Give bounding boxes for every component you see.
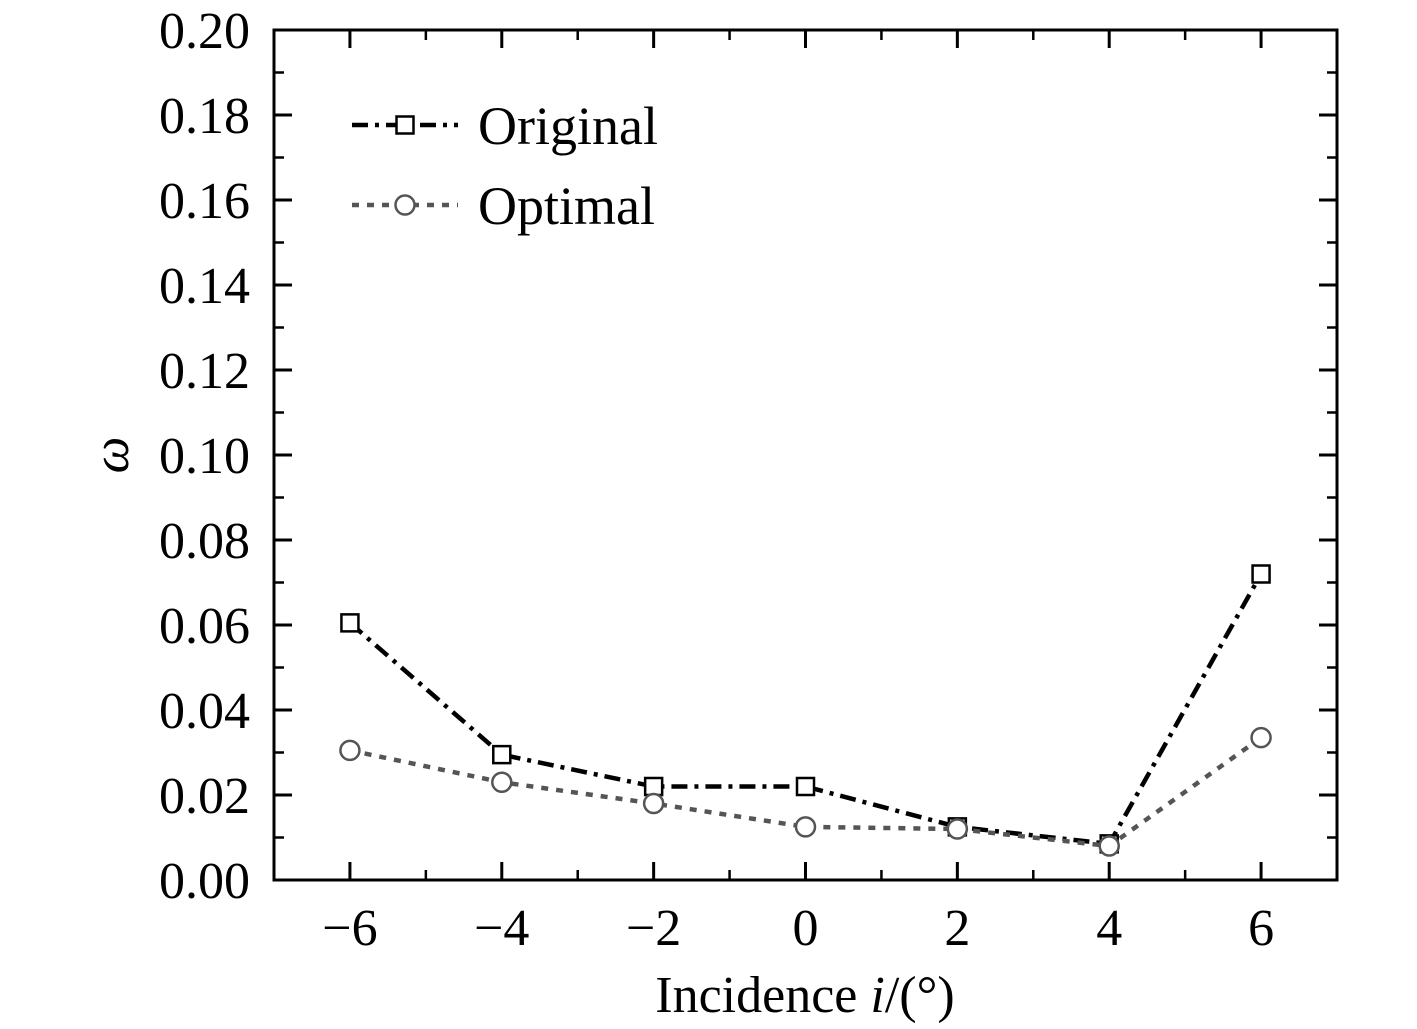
y-tick-label: 0.20 xyxy=(159,3,250,60)
x-axis-label: Incidence i/(°) xyxy=(655,967,954,1024)
y-tick-label: 0.10 xyxy=(159,428,250,485)
legend-marker-square xyxy=(395,115,415,135)
data-point-optimal xyxy=(1250,726,1272,749)
y-tick-label: 0.16 xyxy=(159,173,250,230)
minor-ticks xyxy=(274,30,1337,880)
data-point-original xyxy=(1251,564,1271,584)
legend-label-original: Original xyxy=(478,96,658,156)
x-axis-label-prefix: Incidence xyxy=(655,967,870,1024)
x-tick-label: −2 xyxy=(626,900,681,957)
data-point-optimal xyxy=(339,739,361,762)
x-tick-label: 0 xyxy=(793,900,819,957)
data-point-optimal xyxy=(1098,835,1120,857)
x-axis-label-suffix: /(°) xyxy=(885,967,955,1024)
y-tick-label: 0.14 xyxy=(159,258,250,315)
y-tick-label: 0.18 xyxy=(159,88,250,145)
x-tick-label: −4 xyxy=(474,900,529,957)
x-tick-label: −6 xyxy=(322,900,377,957)
data-point-optimal xyxy=(794,816,817,838)
x-tick-label: 4 xyxy=(1096,900,1122,957)
data-point-original xyxy=(795,776,816,797)
major-ticks xyxy=(274,28,1337,882)
series-original xyxy=(340,564,1271,854)
series-layer xyxy=(339,564,1272,857)
y-tick-label: 0.00 xyxy=(159,853,250,910)
x-tick-label: 2 xyxy=(944,900,970,957)
series-optimal xyxy=(339,726,1272,857)
legend-marker-circle xyxy=(394,194,416,216)
legend-label-optimal: Optimal xyxy=(478,176,655,236)
y-tick-label: 0.06 xyxy=(159,598,250,655)
data-point-original xyxy=(340,613,360,633)
legend: Original Optimal xyxy=(352,96,658,236)
legend-item-optimal: Optimal xyxy=(352,176,655,236)
plot-frame xyxy=(272,28,1339,882)
series-line-original xyxy=(348,572,1264,847)
y-axis-label: ω xyxy=(83,437,140,474)
x-tick-labels: −6 −4 −2 0 2 4 6 xyxy=(322,900,1274,957)
data-point-original xyxy=(643,776,664,797)
data-point-optimal xyxy=(642,792,665,815)
y-tick-label: 0.12 xyxy=(159,343,250,400)
data-point-original xyxy=(492,744,512,765)
data-point-optimal xyxy=(946,818,969,840)
x-axis-label-italic: i xyxy=(870,967,884,1024)
y-tick-labels: 0.00 0.02 0.04 0.06 0.08 0.10 0.12 0.14 0.16 0.18… xyxy=(159,3,250,910)
y-tick-label: 0.08 xyxy=(159,513,250,570)
legend-item-original: Original xyxy=(352,96,658,156)
x-tick-label: 6 xyxy=(1248,900,1274,957)
data-point-optimal xyxy=(491,771,513,793)
y-tick-label: 0.02 xyxy=(159,768,250,825)
y-tick-label: 0.04 xyxy=(159,683,250,740)
